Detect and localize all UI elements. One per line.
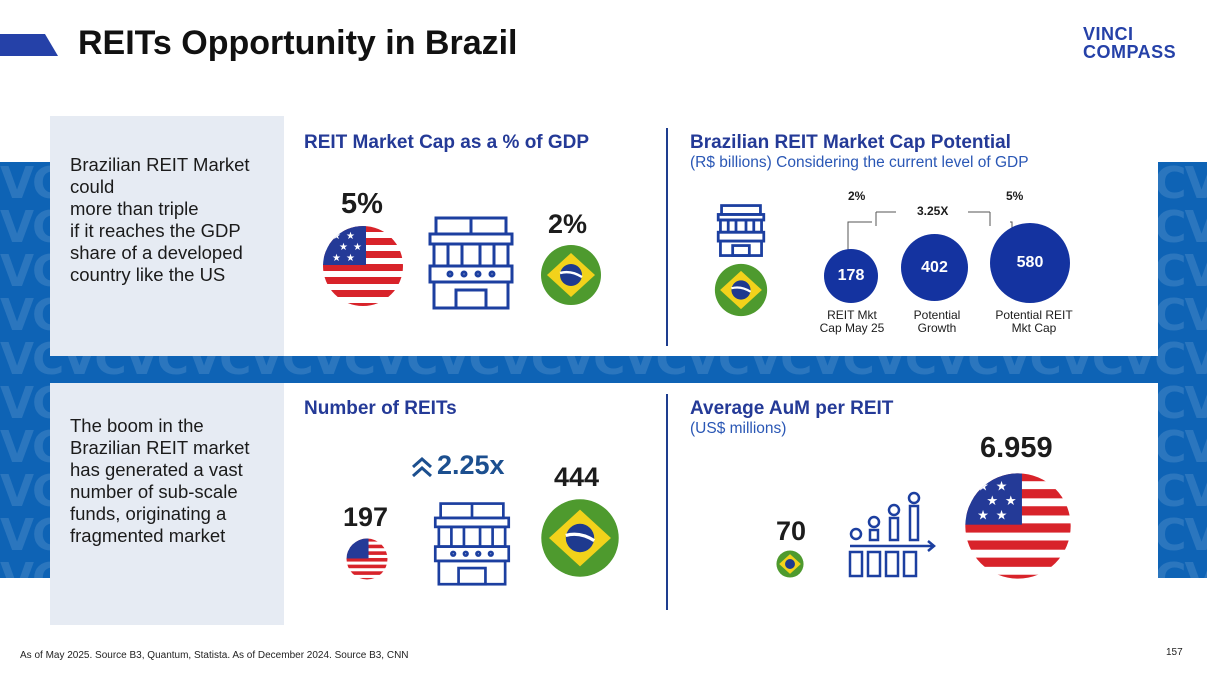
pct-left-label: 2%: [848, 189, 866, 203]
top-side-box: Brazilian REIT Market could more than tr…: [50, 116, 284, 356]
svg-text:★: ★: [332, 253, 341, 264]
svg-text:★: ★: [977, 479, 989, 494]
small-us-flag-icon: [346, 538, 388, 580]
brazil-flag-icon: [541, 245, 601, 305]
svg-text:★: ★: [332, 231, 341, 242]
small-building-icon: [716, 204, 766, 257]
growth-chart-icon: [848, 491, 936, 578]
svg-text:★: ★: [996, 508, 1008, 523]
top-side-text: Brazilian REIT Market could more than tr…: [70, 154, 250, 285]
page-title: REITs Opportunity in Brazil: [78, 24, 518, 62]
us-aum-value: 6.959: [980, 432, 1053, 464]
logo: VINCI COMPASS: [1083, 25, 1176, 61]
svg-text:★: ★: [986, 494, 998, 509]
logo-line2: COMPASS: [1083, 42, 1177, 62]
svg-text:★: ★: [346, 231, 355, 242]
small-brazil-flag-icon: [714, 263, 768, 317]
us-reit-count: 197: [343, 502, 389, 532]
header-accent-bar: [0, 34, 58, 56]
svg-text:★: ★: [339, 242, 348, 253]
label-mkt-cap: REIT Mkt Cap May 25: [819, 308, 885, 335]
building-icon: [428, 216, 514, 310]
footer-source: As of May 2025. Source B3, Quantum, Stat…: [20, 650, 409, 661]
number-of-reits-title: Number of REITs: [304, 398, 457, 419]
label-potential-mkt-cap: Potential REIT Mkt Cap: [995, 308, 1073, 335]
market-cap-potential-title: Brazilian REIT Market Cap Potential: [690, 132, 1011, 153]
circle-potential-mkt-cap: 580: [990, 223, 1070, 303]
us-gdp-value: 5%: [341, 188, 383, 220]
bottom-building-icon: [433, 502, 511, 586]
circle-potential-growth: 402: [901, 234, 968, 301]
svg-text:★: ★: [346, 253, 355, 264]
svg-text:★: ★: [1005, 494, 1017, 509]
bottom-side-box: The boom in the Brazilian REIT market ha…: [50, 383, 284, 625]
br-reit-count: 444: [554, 462, 600, 492]
top-divider: [666, 128, 668, 346]
pct-right-label: 5%: [1006, 189, 1024, 203]
market-cap-gdp-title: REIT Market Cap as a % of GDP: [304, 132, 590, 153]
logo-line1: VINCI: [1083, 24, 1134, 44]
avg-aum-title: Average AuM per REIT: [690, 398, 894, 419]
bottom-side-text: The boom in the Brazilian REIT market ha…: [70, 415, 250, 546]
bottom-brazil-flag-icon: [541, 499, 619, 577]
growth-multiplier: 2.25x: [437, 450, 505, 480]
avg-aum-subtitle: (US$ millions): [690, 420, 787, 437]
multiplier-label: 3.25X: [917, 204, 949, 218]
svg-text:★: ★: [996, 479, 1008, 494]
large-us-flag-icon: ★ ★★ ★★ ★: [965, 473, 1071, 579]
svg-text:★: ★: [977, 508, 989, 523]
br-gdp-value: 2%: [548, 209, 588, 239]
double-chevron-up-icon: [412, 456, 432, 478]
tiny-brazil-flag-icon: [776, 550, 804, 578]
market-cap-potential-subtitle: (R$ billions) Considering the current le…: [690, 154, 1029, 171]
label-potential-growth: Potential Growth: [913, 308, 961, 335]
us-flag-icon: ★ ★★ ★★ ★: [323, 226, 403, 306]
svg-text:★: ★: [353, 242, 362, 253]
br-aum-value: 70: [776, 516, 807, 546]
circle-mkt-cap: 178: [824, 249, 878, 303]
bottom-divider: [666, 394, 668, 610]
page-number: 157: [1166, 647, 1183, 658]
